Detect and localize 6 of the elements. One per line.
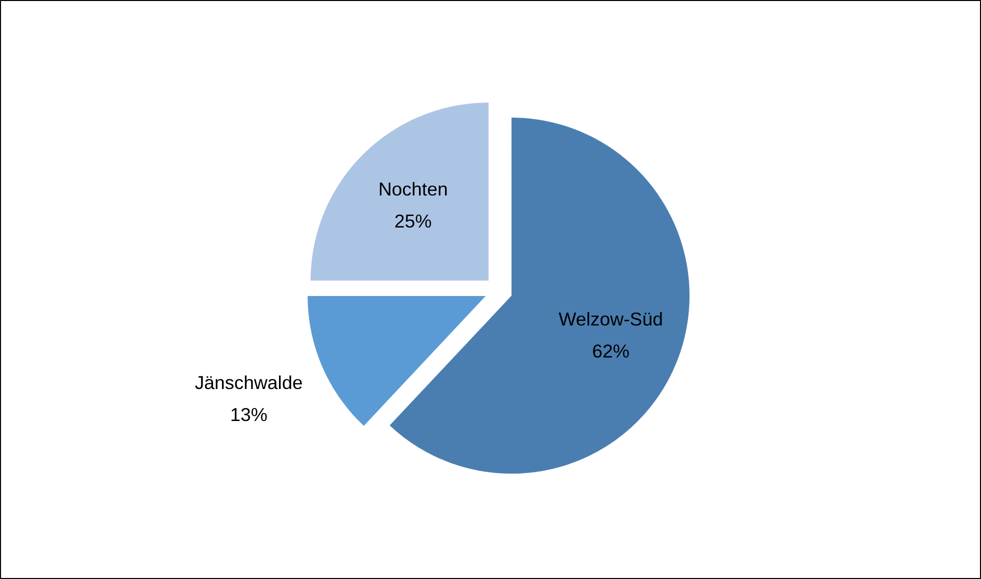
slice-label: Welzow-Süd (558, 308, 664, 330)
slice-label: Nochten (378, 178, 448, 200)
data-label: 13% (230, 404, 268, 426)
data-label: 25% (394, 210, 432, 232)
data-label: 62% (592, 340, 630, 362)
slice-label: Jänschwalde (194, 372, 303, 394)
